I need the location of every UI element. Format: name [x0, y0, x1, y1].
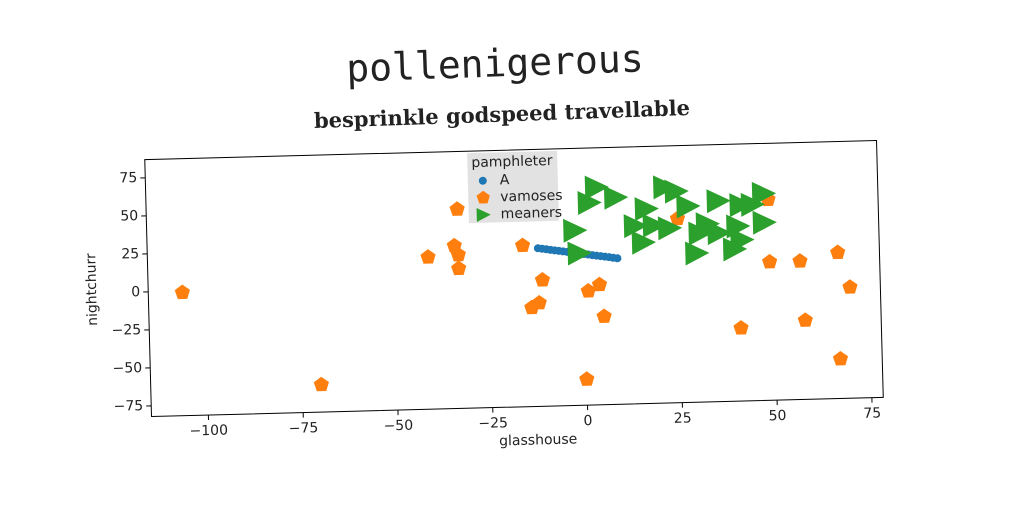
point: [657, 216, 683, 241]
point: [584, 175, 609, 200]
legend-title: pamphleter: [471, 153, 553, 171]
point: [563, 218, 588, 243]
point: [842, 279, 858, 294]
chart-subtitle: besprinkle godspeed travellable: [314, 95, 691, 133]
x-tick-label: 50: [768, 408, 786, 424]
chart-title: pollenigerous: [346, 36, 645, 90]
x-tick-label: −100: [189, 423, 228, 440]
x-tick-label: 25: [674, 410, 692, 426]
point: [792, 253, 808, 268]
point: [634, 197, 659, 222]
point: [664, 179, 689, 204]
point: [642, 213, 667, 238]
point: [685, 241, 710, 266]
point: [726, 214, 751, 239]
y-tick-label: 25: [121, 246, 139, 262]
y-tick-label: −75: [113, 398, 143, 415]
point: [631, 230, 656, 255]
y-tick-label: −25: [111, 322, 141, 339]
point: [174, 284, 190, 300]
legend-box: [467, 150, 559, 224]
point: [623, 214, 648, 239]
point: [577, 191, 602, 216]
x-tick-label: −75: [289, 420, 319, 437]
point: [751, 181, 777, 206]
point: [579, 371, 595, 386]
x-tick-label: 75: [863, 405, 881, 421]
y-tick-label: 75: [119, 170, 137, 186]
x-axis-label: glasshouse: [499, 431, 578, 449]
point: [706, 189, 731, 214]
point: [580, 283, 596, 298]
y-tick-label: 50: [120, 208, 138, 224]
x-tick-label: −25: [478, 415, 508, 432]
point: [695, 212, 720, 237]
y-tick-label: 0: [131, 284, 140, 300]
point: [613, 254, 622, 263]
point: [603, 185, 629, 210]
y-tick-label: −50: [112, 360, 142, 377]
point: [451, 260, 467, 276]
point: [797, 312, 813, 327]
point: [733, 320, 749, 335]
point: [596, 308, 612, 324]
legend-label: vamoses: [500, 188, 563, 206]
point: [514, 237, 531, 253]
plot-frame: [144, 139, 884, 418]
point: [450, 246, 466, 262]
point: [591, 276, 608, 292]
point: [313, 376, 329, 392]
point: [567, 241, 592, 266]
x-tick-label: 0: [583, 413, 592, 429]
point: [832, 350, 849, 366]
point: [524, 299, 540, 315]
y-axis-label: nightchurr: [83, 253, 101, 326]
point: [449, 201, 465, 216]
point: [830, 244, 846, 260]
x-tick-label: −50: [383, 418, 413, 435]
legend-label: A: [500, 172, 510, 188]
point: [762, 253, 778, 269]
point: [534, 272, 551, 287]
point: [752, 210, 777, 235]
point: [730, 228, 755, 253]
legend-marker: [476, 190, 490, 204]
plot: −100 −75 −50 −25 0 25 50 75 −75 −50 −25 0 25 50 75 glas…: [83, 139, 884, 449]
point: [420, 249, 436, 264]
legend-marker: [476, 207, 491, 222]
point: [676, 194, 701, 219]
legend-marker: [478, 176, 487, 185]
legend-label: meaners: [501, 205, 563, 223]
